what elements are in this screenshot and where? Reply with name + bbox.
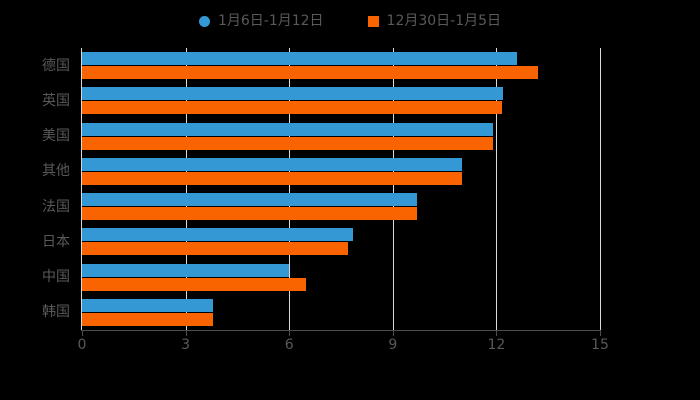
x-axis-label: 3 bbox=[181, 337, 191, 353]
bar-series-a[interactable] bbox=[82, 298, 214, 312]
y-axis-label: 英国 bbox=[42, 92, 70, 109]
bar-row bbox=[82, 189, 600, 224]
legend-item-series-a[interactable]: 1月6日-1月12日 bbox=[198, 13, 324, 29]
bar-series-b[interactable] bbox=[82, 277, 307, 291]
bar-series-b[interactable] bbox=[82, 171, 462, 185]
x-axis-line bbox=[81, 330, 601, 331]
bar-series-a[interactable] bbox=[82, 52, 518, 65]
x-axis-label: 6 bbox=[284, 337, 294, 353]
bar-row bbox=[82, 119, 600, 154]
y-axis-label: 中国 bbox=[42, 269, 70, 286]
bar-row bbox=[82, 224, 600, 259]
bar-series-b[interactable] bbox=[82, 136, 493, 150]
bar-series-b[interactable] bbox=[82, 101, 502, 115]
y-axis-label: 德国 bbox=[42, 57, 70, 74]
legend-item-series-b[interactable]: 12月30日-1月5日 bbox=[367, 13, 502, 29]
gridline bbox=[600, 48, 601, 330]
bar-row bbox=[82, 83, 600, 118]
bar-series-a[interactable] bbox=[82, 157, 462, 171]
y-axis-labels: 德国英国美国其他法国日本中国韩国 bbox=[0, 48, 82, 330]
x-axis-tick bbox=[496, 331, 498, 336]
bar-series-a[interactable] bbox=[82, 122, 493, 136]
y-axis-label: 美国 bbox=[42, 128, 70, 145]
x-axis-label: 0 bbox=[77, 337, 87, 353]
y-axis-line bbox=[81, 48, 82, 330]
gridline bbox=[185, 48, 187, 330]
x-axis-tick bbox=[289, 331, 291, 336]
x-axis-tick bbox=[82, 331, 83, 336]
bar-row bbox=[82, 295, 600, 330]
bar-row bbox=[82, 154, 600, 189]
y-axis-label: 其他 bbox=[42, 163, 70, 180]
bar-series-b[interactable] bbox=[82, 66, 538, 79]
gridline bbox=[289, 48, 291, 330]
bar-series-a[interactable] bbox=[82, 87, 504, 101]
x-axis-tick bbox=[392, 331, 394, 336]
x-axis-tick bbox=[600, 331, 601, 336]
bar-series-a[interactable] bbox=[82, 228, 354, 242]
legend-label-series-b: 12月30日-1月5日 bbox=[386, 13, 502, 29]
bar-series-b[interactable] bbox=[82, 312, 214, 326]
y-axis-label: 法国 bbox=[42, 198, 70, 215]
bar-series-a[interactable] bbox=[82, 263, 290, 277]
gridline bbox=[496, 48, 498, 330]
gridline bbox=[392, 48, 394, 330]
bar-series-b[interactable] bbox=[82, 207, 417, 220]
bar-row bbox=[82, 48, 600, 83]
bar-series-a[interactable] bbox=[82, 193, 417, 206]
x-axis-label: 15 bbox=[591, 337, 609, 353]
legend-label-series-a: 1月6日-1月12日 bbox=[217, 13, 324, 29]
y-axis-label: 韩国 bbox=[42, 304, 70, 321]
x-axis-label: 12 bbox=[487, 337, 506, 353]
legend-square-marker-icon bbox=[367, 15, 379, 27]
bar-series-b[interactable] bbox=[82, 242, 348, 256]
chart-legend: 1月6日-1月12日 12月30日-1月5日 bbox=[0, 8, 700, 34]
x-axis-labels: 0 3 6 9 12 15 bbox=[0, 331, 700, 359]
plot-area bbox=[82, 48, 601, 330]
legend-circle-marker-icon bbox=[198, 15, 210, 27]
y-axis-label: 日本 bbox=[42, 233, 70, 250]
x-axis-tick bbox=[185, 331, 187, 336]
bar-row bbox=[82, 260, 600, 295]
x-axis-label: 9 bbox=[388, 337, 398, 353]
